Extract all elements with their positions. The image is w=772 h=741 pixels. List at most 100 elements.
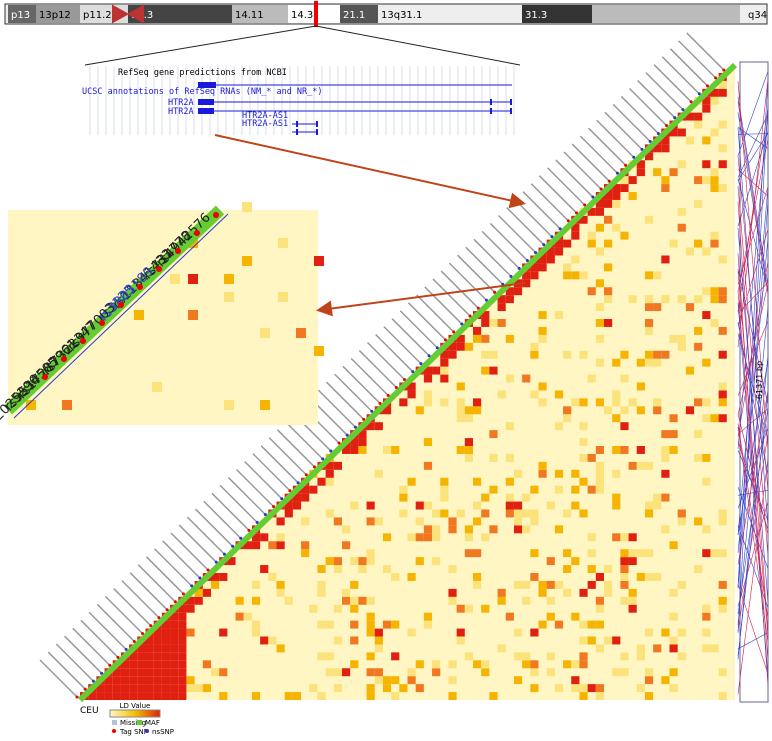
snp-label-line [416, 294, 454, 332]
ld-cell [497, 303, 506, 312]
ld-cell [718, 295, 727, 304]
ld-cell [153, 660, 162, 669]
ld-cell [153, 644, 162, 653]
ld-cell [595, 477, 604, 486]
ld-cell [129, 692, 138, 700]
ld-cell [301, 549, 310, 558]
ld-cell [669, 446, 678, 454]
tag-snp [345, 433, 349, 437]
ld-cell [538, 382, 547, 391]
ld-cell [644, 501, 654, 510]
ld-cell [677, 160, 686, 169]
snp-label-line [424, 286, 462, 324]
ld-cell [620, 596, 629, 605]
ld-cell [440, 350, 449, 359]
ld-cell [571, 660, 580, 669]
ld-cell [612, 668, 621, 677]
band-label: 31.3 [525, 10, 547, 21]
ld-cell [202, 588, 211, 597]
snp-label-line [186, 516, 224, 554]
snp-connector [737, 423, 769, 619]
tag-snp [460, 322, 464, 326]
ld-cell [710, 644, 719, 653]
ld-cell [464, 652, 473, 661]
ld-cell [342, 588, 351, 597]
ld-cell [595, 620, 604, 629]
ld-cell [276, 517, 285, 526]
tag-snp [632, 155, 636, 159]
ld-cell [595, 398, 604, 407]
ld-cell [579, 271, 588, 280]
ld-cell [432, 366, 441, 375]
ld-cell [137, 684, 146, 693]
snp-label-line [268, 437, 306, 475]
ld-cell [112, 692, 121, 700]
ld-cell [456, 334, 465, 343]
ld-cell [473, 326, 482, 335]
ld-cell [374, 636, 383, 645]
ld-cell [702, 176, 711, 185]
ld-cell [448, 350, 457, 359]
ld-cell [661, 350, 670, 359]
snp-connector [737, 229, 769, 326]
ld-cell [546, 255, 555, 264]
ld-cell [473, 477, 482, 486]
ld-cell [145, 668, 154, 677]
ld-cell [242, 202, 252, 212]
ld-cell [497, 644, 506, 653]
snp-label-line [383, 326, 421, 364]
ld-cell [284, 509, 293, 518]
ld-cell [276, 580, 285, 589]
snp-connector [737, 185, 769, 557]
ld-cell [473, 573, 482, 581]
ld-cell [448, 342, 457, 351]
ld-cell [415, 406, 424, 415]
gene-label: HTR2A-AS1 [242, 111, 288, 121]
ld-cell [595, 334, 604, 343]
tag-snp [394, 385, 398, 389]
ld-cell [579, 477, 588, 486]
ld-cell [505, 509, 514, 518]
ld-cell [554, 390, 564, 399]
ld-cell [554, 422, 564, 431]
ld-cell [587, 207, 596, 216]
ld-cell [382, 533, 392, 542]
ld-cell [497, 319, 506, 327]
snp-connector [737, 290, 769, 661]
ld-cell [571, 398, 580, 407]
ld-cell [432, 668, 441, 677]
ld-cell [448, 565, 457, 573]
ld-cell [538, 398, 547, 407]
ld-cell [522, 596, 531, 605]
ld-cell [350, 604, 359, 613]
ld-cell [620, 184, 629, 192]
ld-cell [456, 398, 465, 407]
ld-cell [170, 676, 179, 685]
exon [490, 99, 492, 105]
ld-cell [554, 311, 564, 319]
ld-cell [366, 557, 375, 566]
tag-snp [239, 536, 243, 540]
ld-cell [358, 430, 367, 439]
ld-cell [120, 684, 130, 693]
ld-cell [333, 557, 342, 566]
ld-cell [669, 636, 678, 645]
ld-cell [522, 374, 531, 383]
zoom-box [8, 210, 318, 425]
tag-snp [272, 505, 275, 508]
ld-cell [644, 215, 654, 224]
snp-label-line [432, 278, 470, 316]
ld-cell [137, 652, 146, 661]
ld-cell [718, 350, 727, 359]
ld-cell [546, 501, 555, 510]
ld-cell [497, 295, 506, 304]
ld-cell [669, 414, 678, 423]
ld-cell [153, 684, 162, 693]
ld-cell [587, 565, 596, 573]
ld-cell [391, 446, 400, 454]
ld-cell [538, 255, 547, 264]
ld-cell [644, 358, 654, 367]
ld-cell [604, 199, 613, 208]
ld-cell [366, 692, 375, 700]
